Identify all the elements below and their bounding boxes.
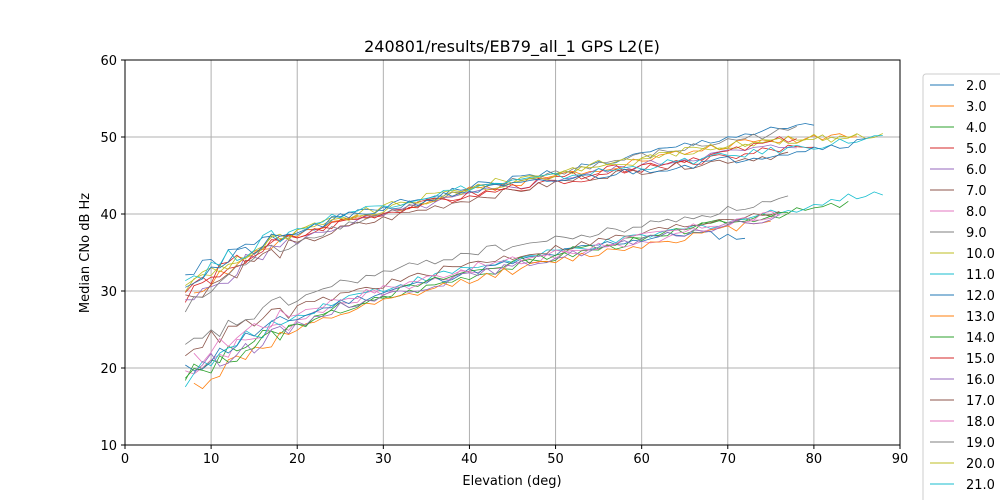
y-tick-label: 10 — [100, 439, 117, 454]
series-line-18.0 — [193, 210, 780, 364]
x-tick-label: 30 — [375, 452, 392, 467]
legend-label: 20.0 — [966, 457, 995, 472]
x-tick-label: 70 — [720, 452, 737, 467]
legend-label: 5.0 — [966, 142, 987, 157]
axis-ticks: 0 10 20 30 40 50 60 70 80 90 10 20 30 40 50 60 — [100, 54, 908, 467]
x-tick-label: 40 — [461, 452, 478, 467]
legend-label: 18.0 — [966, 415, 995, 430]
series-line-20.0 — [185, 134, 858, 286]
series-line-16.0 — [193, 214, 780, 373]
legend-box — [922, 73, 1000, 500]
plot-series — [184, 123, 883, 390]
y-tick-label: 30 — [100, 285, 117, 300]
series-line-2.0 — [185, 123, 814, 276]
x-tick-label: 50 — [547, 452, 564, 467]
x-tick-label: 0 — [121, 452, 129, 467]
x-axis-label: Elevation (deg) — [462, 474, 561, 489]
series-line-8.0 — [185, 211, 780, 375]
legend-label: 9.0 — [966, 226, 987, 241]
x-tick-label: 90 — [892, 452, 909, 467]
legend-label: 3.0 — [966, 100, 987, 115]
legend-label: 16.0 — [966, 373, 995, 388]
legend-label: 4.0 — [966, 121, 987, 136]
series-line-11.0 — [184, 191, 883, 388]
series-line-7.0 — [185, 151, 789, 298]
legend-label: 11.0 — [966, 268, 995, 283]
x-tick-label: 60 — [633, 452, 650, 467]
y-axis-label: Median CNo dB Hz — [78, 193, 93, 313]
series-line-3.0 — [193, 133, 857, 294]
legend-label: 12.0 — [966, 289, 995, 304]
legend-label: 7.0 — [966, 184, 987, 199]
plot-area-frame — [124, 59, 901, 446]
legend-label: 14.0 — [966, 331, 995, 346]
series-line-15.0 — [185, 136, 797, 293]
y-tick-label: 50 — [100, 131, 117, 146]
series-line-6.0 — [185, 144, 797, 301]
legend-label: 15.0 — [966, 352, 995, 367]
chart-title: 240801/results/EB79_all_1 GPS L2(E) — [364, 37, 660, 57]
legend-label: 13.0 — [966, 310, 995, 325]
series-line-19.0 — [185, 195, 789, 345]
series-line-22.0 — [185, 138, 866, 288]
series-line-21.0 — [185, 135, 883, 282]
legend-label: 19.0 — [966, 436, 995, 451]
legend-label: 6.0 — [966, 163, 987, 178]
y-tick-label: 20 — [100, 362, 117, 377]
series-line-13.0 — [193, 220, 771, 390]
series-line-9.0 — [184, 126, 797, 313]
legend-label: 21.0 — [966, 478, 995, 493]
series-line-14.0 — [185, 211, 789, 379]
legend-label: 8.0 — [966, 205, 987, 220]
series-line-5.0 — [184, 144, 814, 303]
legend-label: 10.0 — [966, 247, 995, 262]
x-tick-label: 20 — [289, 452, 306, 467]
series-line-12.0 — [185, 230, 746, 371]
legend-label: 2.0 — [966, 79, 987, 94]
legend: 2.0 3.0 4.0 5.0 6.0 7.0 8.0 9.0 10.0 11.0 12.0 13.0… — [922, 73, 1000, 500]
y-tick-label: 40 — [100, 208, 117, 223]
x-tick-label: 10 — [203, 452, 220, 467]
y-tick-label: 60 — [100, 54, 117, 69]
grid — [124, 59, 901, 446]
legend-label: 17.0 — [966, 394, 995, 409]
x-tick-label: 80 — [806, 452, 823, 467]
